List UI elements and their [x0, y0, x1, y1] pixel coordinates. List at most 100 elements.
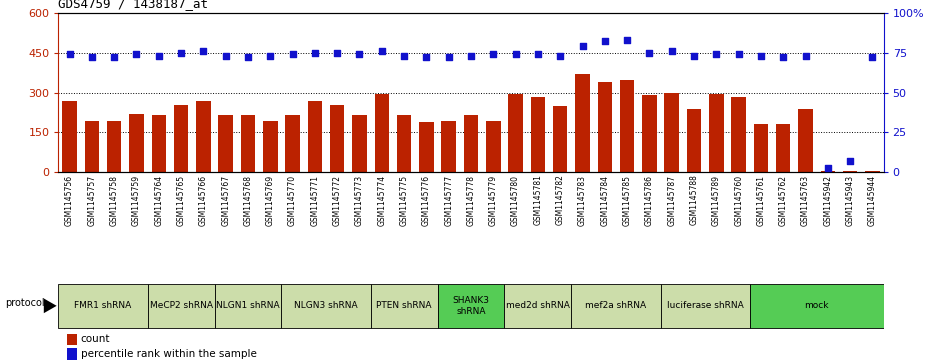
Text: GSM1145776: GSM1145776	[422, 175, 430, 226]
Text: protocol: protocol	[5, 298, 44, 309]
Text: mef2a shRNA: mef2a shRNA	[585, 301, 646, 310]
Text: NLGN1 shRNA: NLGN1 shRNA	[216, 301, 280, 310]
Bar	[67, 334, 76, 345]
Point	[173, 50, 188, 56]
Text: GSM1145944: GSM1145944	[868, 175, 877, 226]
Point	[642, 50, 657, 56]
Text: GSM1145783: GSM1145783	[578, 175, 587, 225]
Bar	[330, 105, 345, 172]
Text: GSM1145787: GSM1145787	[667, 175, 676, 225]
Bar	[642, 95, 657, 172]
Text: med2d shRNA: med2d shRNA	[506, 301, 570, 310]
Point	[597, 38, 612, 44]
Bar	[215, 284, 282, 328]
Bar	[370, 284, 437, 328]
Point	[352, 51, 367, 57]
Text: GSM1145773: GSM1145773	[355, 175, 364, 226]
Bar	[148, 284, 215, 328]
Bar	[664, 93, 679, 172]
Text: mock: mock	[804, 301, 829, 310]
Bar	[597, 82, 612, 172]
Point	[530, 51, 545, 57]
Bar	[67, 348, 76, 360]
Text: GSM1145756: GSM1145756	[65, 175, 74, 226]
Text: GSM1145772: GSM1145772	[333, 175, 342, 225]
Bar	[285, 115, 300, 172]
Text: GSM1145788: GSM1145788	[690, 175, 699, 225]
Point	[419, 54, 434, 60]
Text: GSM1145769: GSM1145769	[266, 175, 275, 226]
Point	[219, 53, 234, 59]
Text: GSM1145775: GSM1145775	[399, 175, 409, 226]
Bar	[820, 171, 836, 172]
Text: GSM1145942: GSM1145942	[823, 175, 833, 225]
Bar	[85, 121, 99, 172]
Bar	[530, 97, 545, 172]
Bar	[437, 284, 505, 328]
Point	[687, 53, 702, 59]
Point	[731, 51, 746, 57]
Bar	[620, 80, 634, 172]
Text: GSM1145770: GSM1145770	[288, 175, 297, 226]
Bar	[129, 114, 144, 172]
Bar	[486, 121, 500, 172]
Point	[865, 54, 880, 60]
Bar	[553, 106, 567, 172]
Bar	[282, 284, 370, 328]
Bar	[572, 284, 660, 328]
Bar	[419, 122, 433, 172]
Text: NLGN3 shRNA: NLGN3 shRNA	[294, 301, 358, 310]
Text: GSM1145757: GSM1145757	[88, 175, 96, 226]
Bar	[442, 121, 456, 172]
Bar	[576, 74, 590, 172]
Bar	[62, 101, 77, 172]
Bar	[308, 101, 322, 172]
Point	[85, 54, 100, 60]
Bar	[196, 101, 211, 172]
Point	[441, 54, 456, 60]
Text: GSM1145943: GSM1145943	[846, 175, 854, 226]
Text: GDS4759 / 1438187_at: GDS4759 / 1438187_at	[58, 0, 208, 10]
Point	[285, 51, 300, 57]
Point	[508, 51, 523, 57]
Point	[397, 53, 412, 59]
Bar	[174, 105, 188, 172]
Point	[263, 53, 278, 59]
Bar	[687, 109, 701, 172]
Point	[575, 43, 590, 49]
Bar	[106, 121, 122, 172]
Point	[240, 54, 255, 60]
Bar	[709, 94, 723, 172]
Polygon shape	[43, 298, 57, 313]
Bar	[58, 284, 148, 328]
Text: GSM1145762: GSM1145762	[779, 175, 788, 225]
Text: GSM1145774: GSM1145774	[378, 175, 386, 226]
Point	[798, 53, 813, 59]
Point	[664, 48, 679, 54]
Text: count: count	[81, 334, 110, 344]
Text: FMR1 shRNA: FMR1 shRNA	[74, 301, 132, 310]
Text: GSM1145758: GSM1145758	[109, 175, 119, 225]
Text: GSM1145789: GSM1145789	[712, 175, 721, 225]
Point	[196, 48, 211, 54]
Text: GSM1145765: GSM1145765	[176, 175, 186, 226]
Text: GSM1145780: GSM1145780	[512, 175, 520, 225]
Point	[106, 54, 122, 60]
Point	[330, 50, 345, 56]
Text: luciferase shRNA: luciferase shRNA	[667, 301, 743, 310]
Text: GSM1145782: GSM1145782	[556, 175, 564, 225]
Point	[307, 50, 322, 56]
Text: GSM1145777: GSM1145777	[445, 175, 453, 226]
Text: GSM1145760: GSM1145760	[734, 175, 743, 226]
Text: GSM1145759: GSM1145759	[132, 175, 141, 226]
Bar	[750, 284, 884, 328]
Bar	[397, 115, 412, 172]
Text: GSM1145784: GSM1145784	[600, 175, 609, 225]
Text: GSM1145766: GSM1145766	[199, 175, 208, 226]
Bar	[241, 115, 255, 172]
Text: GSM1145768: GSM1145768	[243, 175, 252, 225]
Bar	[776, 124, 790, 172]
Point	[842, 158, 857, 164]
Bar	[754, 124, 768, 172]
Text: GSM1145779: GSM1145779	[489, 175, 497, 226]
